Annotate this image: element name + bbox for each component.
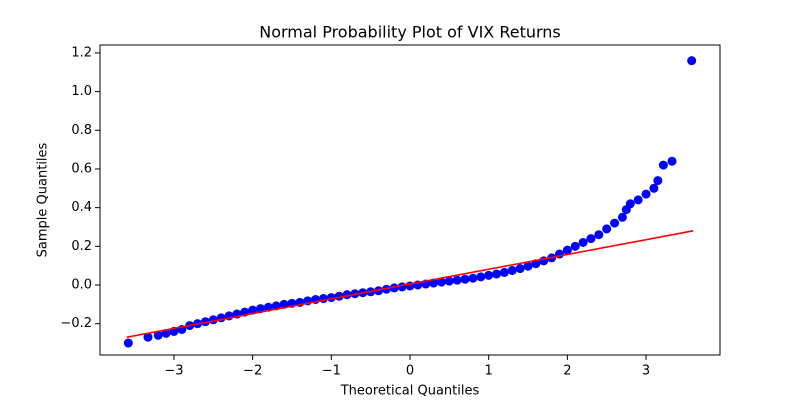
x-tick-label: 0 <box>406 364 414 379</box>
x-tick-label: −1 <box>322 364 341 379</box>
data-point <box>123 338 133 348</box>
data-point <box>452 275 462 285</box>
data-point <box>499 267 509 277</box>
data-point <box>667 156 677 166</box>
data-point <box>658 160 668 170</box>
data-point <box>397 282 407 292</box>
chart-title: Normal Probability Plot of VIX Returns <box>259 23 561 42</box>
data-point <box>649 183 659 193</box>
x-tick-label: −2 <box>243 364 262 379</box>
data-point <box>484 270 494 280</box>
data-point <box>594 230 604 240</box>
y-tick-label: 1.0 <box>71 84 92 99</box>
data-point <box>389 283 399 293</box>
data-point <box>653 176 663 186</box>
data-point <box>641 189 651 199</box>
data-point <box>633 195 643 205</box>
plot-frame <box>99 44 721 356</box>
x-tick-label: 2 <box>563 364 571 379</box>
data-point <box>153 330 163 340</box>
y-tick-label: 0.8 <box>71 123 92 138</box>
data-point <box>523 261 533 271</box>
data-point <box>476 272 486 282</box>
data-point <box>578 237 588 247</box>
data-point <box>460 274 470 284</box>
data-point <box>586 234 596 244</box>
data-point <box>515 264 525 274</box>
data-point <box>436 277 446 287</box>
data-point <box>687 56 697 66</box>
data-point <box>492 269 502 279</box>
data-point <box>468 273 478 283</box>
data-point <box>625 199 635 209</box>
data-point <box>602 224 612 234</box>
data-point <box>444 276 454 286</box>
y-tick-label: 0.4 <box>71 200 92 215</box>
data-point <box>617 212 627 222</box>
data-point <box>374 286 384 296</box>
y-tick-label: 0.0 <box>71 277 92 292</box>
y-tick-label: 1.2 <box>71 45 92 60</box>
x-tick-label: 3 <box>642 364 650 379</box>
x-tick-label: −3 <box>164 364 183 379</box>
data-point <box>562 245 572 255</box>
fit-line <box>126 230 694 338</box>
y-tick-label: 0.2 <box>71 239 92 254</box>
data-point <box>507 265 517 275</box>
y-tick-label: 0.6 <box>71 161 92 176</box>
x-tick-label: 1 <box>485 364 493 379</box>
data-point <box>610 218 620 228</box>
data-point <box>161 328 171 338</box>
data-point <box>143 332 153 342</box>
data-point <box>570 241 580 251</box>
data-point <box>216 313 226 323</box>
data-point <box>256 304 266 314</box>
y-tick-label: −0.2 <box>60 316 92 331</box>
x-axis-label: Theoretical Quantiles <box>340 384 480 399</box>
y-axis-label: Sample Quantiles <box>36 142 51 257</box>
